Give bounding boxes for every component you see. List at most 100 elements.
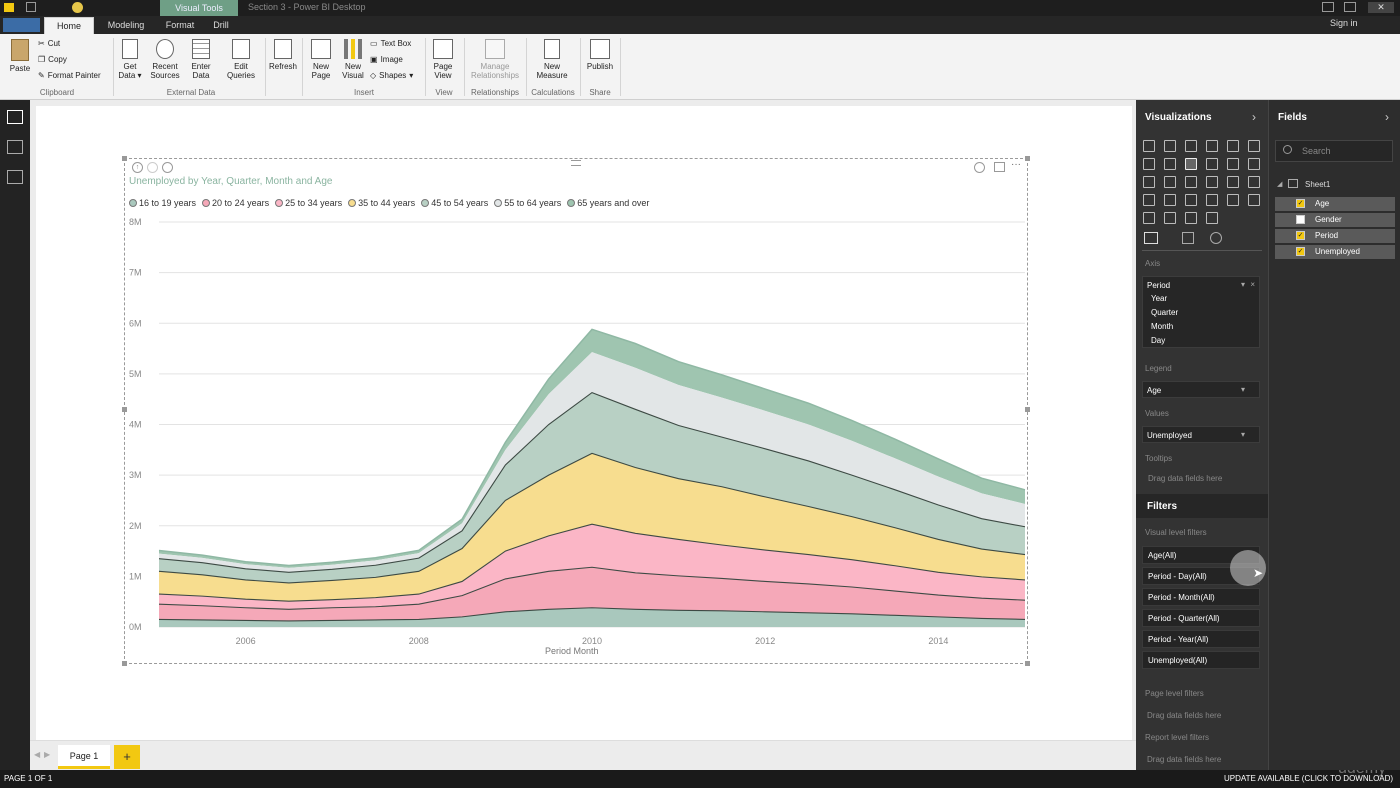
resize-handle[interactable] <box>1025 407 1030 412</box>
new-visual-button[interactable]: New Visual <box>338 39 368 80</box>
resize-handle[interactable] <box>122 661 127 666</box>
visual-type-icon[interactable] <box>1185 176 1197 188</box>
visual-type-icon[interactable] <box>1248 140 1260 152</box>
more-options-icon[interactable]: ··· <box>1011 159 1021 170</box>
visual-type-icon[interactable] <box>1185 194 1197 206</box>
axis-subitem[interactable]: Quarter <box>1151 308 1179 317</box>
legend-item[interactable]: 65 years and over <box>567 198 649 208</box>
chevron-down-icon[interactable]: ▾ <box>1240 385 1245 394</box>
focus-mode-icon[interactable] <box>994 162 1005 172</box>
page-nav-right-icon[interactable]: ▶ <box>44 750 51 759</box>
visual-type-icon[interactable] <box>1143 194 1155 206</box>
field-item[interactable]: ✓ Age <box>1275 197 1395 211</box>
field-item[interactable]: ✓ Unemployed <box>1275 245 1395 259</box>
report-view-icon[interactable] <box>7 110 23 124</box>
visual-type-icon[interactable] <box>1164 194 1176 206</box>
drill-up-icon[interactable]: ↑ <box>132 162 143 173</box>
expand-all-icon[interactable] <box>162 162 173 173</box>
recent-sources-button[interactable]: Recent Sources <box>146 39 184 80</box>
field-item[interactable]: ✓ Period <box>1275 229 1395 243</box>
visual-type-icon[interactable] <box>1248 194 1260 206</box>
field-checkbox[interactable]: ✓ <box>1296 231 1305 240</box>
visual-type-icon[interactable] <box>1206 140 1218 152</box>
save-icon[interactable] <box>26 2 36 12</box>
visual-type-icon[interactable] <box>1143 158 1155 170</box>
page-tab[interactable]: Page 1 <box>58 745 110 769</box>
text-box-button[interactable]: ▭ Text Box <box>370 39 411 48</box>
copy-button[interactable]: ❐ Copy <box>38 55 67 64</box>
new-measure-button[interactable]: New Measure <box>530 39 574 80</box>
tab-modeling[interactable]: Modeling <box>107 20 145 30</box>
resize-handle[interactable] <box>122 156 127 161</box>
expand-triangle-icon[interactable]: ◢ <box>1277 181 1283 188</box>
visual-type-icon[interactable] <box>1143 140 1155 152</box>
page-filter-drop-zone[interactable]: Drag data fields here <box>1147 711 1222 720</box>
resize-handle[interactable] <box>1025 156 1030 161</box>
analytics-icon[interactable] <box>1210 232 1222 244</box>
tab-format[interactable]: Format <box>165 20 195 30</box>
axis-subitem[interactable]: Year <box>1151 294 1168 303</box>
get-data-button[interactable]: Get Data ▾ <box>117 39 143 80</box>
publish-button[interactable]: Publish <box>584 39 616 71</box>
resize-handle[interactable] <box>1025 661 1030 666</box>
fields-search-input[interactable]: Search <box>1275 140 1393 162</box>
fields-tab-icon[interactable] <box>1144 232 1158 244</box>
manage-relationships-button[interactable]: Manage Relationships <box>467 39 523 80</box>
visual-type-icon[interactable] <box>1164 158 1176 170</box>
legend-item[interactable]: 45 to 54 years <box>421 198 488 208</box>
filter-card[interactable]: Unemployed(All) <box>1142 651 1260 669</box>
close-icon[interactable]: ✕ <box>1368 2 1394 13</box>
visual-type-icon[interactable] <box>1248 158 1260 170</box>
format-roller-icon[interactable] <box>1182 232 1194 244</box>
field-item[interactable]: Gender <box>1275 213 1395 227</box>
report-filter-drop-zone[interactable]: Drag data fields here <box>1147 755 1222 764</box>
table-name[interactable]: Sheet1 <box>1305 180 1331 189</box>
values-well[interactable]: Unemployed ▾ <box>1142 426 1260 443</box>
tab-home[interactable]: Home <box>44 17 94 34</box>
axis-well[interactable]: Period ▾ × <box>1142 276 1260 348</box>
cut-button[interactable]: ✂ Cut <box>38 39 60 48</box>
axis-subitem[interactable]: Day <box>1151 336 1166 345</box>
chevron-down-icon[interactable]: ▾ <box>1240 430 1245 439</box>
visual-type-icon[interactable] <box>1164 140 1176 152</box>
filter-card[interactable]: Period - Year(All) <box>1142 630 1260 648</box>
drag-grip-icon[interactable] <box>571 160 581 166</box>
visual-type-icon[interactable] <box>1227 140 1239 152</box>
add-page-icon[interactable]: + <box>114 745 140 769</box>
smiley-icon[interactable] <box>72 2 83 13</box>
visual-type-icon[interactable] <box>1164 176 1176 188</box>
legend-item[interactable]: 55 to 64 years <box>494 198 561 208</box>
update-link[interactable]: UPDATE AVAILABLE (CLICK TO DOWNLOAD) <box>1224 774 1394 783</box>
visual-type-icon[interactable] <box>1185 158 1197 170</box>
enter-data-button[interactable]: Enter Data <box>187 39 215 80</box>
sign-in-link[interactable]: Sign in <box>1330 18 1358 28</box>
visual-type-icon[interactable] <box>1185 212 1197 224</box>
filter-card[interactable]: Age(All) <box>1142 546 1260 564</box>
visual-type-icon[interactable] <box>1164 212 1176 224</box>
visual-type-icon[interactable] <box>1143 212 1155 224</box>
field-checkbox[interactable]: ✓ <box>1296 247 1305 256</box>
visual-type-icon[interactable] <box>1206 176 1218 188</box>
field-checkbox[interactable]: ✓ <box>1296 199 1305 208</box>
image-button[interactable]: ▣ Image <box>370 55 403 64</box>
visual-type-icon[interactable] <box>1227 194 1239 206</box>
collapse-chevron-icon[interactable]: › <box>1385 110 1389 124</box>
field-checkbox[interactable] <box>1296 215 1305 224</box>
collapse-chevron-icon[interactable]: › <box>1252 110 1256 124</box>
chevron-down-icon[interactable]: ▾ <box>1240 280 1245 289</box>
tab-drill[interactable]: Drill <box>213 20 229 30</box>
new-page-button[interactable]: New Page <box>305 39 337 80</box>
visual-type-icon[interactable] <box>1143 176 1155 188</box>
minimize-icon[interactable] <box>1322 2 1334 12</box>
tooltips-drop-zone[interactable]: Drag data fields here <box>1148 474 1223 483</box>
page-view-button[interactable]: Page View <box>428 39 458 80</box>
page-nav-left-icon[interactable]: ◀ <box>34 750 41 759</box>
remove-icon[interactable]: × <box>1250 280 1255 289</box>
legend-item[interactable]: 20 to 24 years <box>202 198 269 208</box>
visual-type-icon[interactable] <box>1227 158 1239 170</box>
axis-subitem[interactable]: Month <box>1151 322 1174 331</box>
legend-item[interactable]: 35 to 44 years <box>348 198 415 208</box>
relationships-view-icon[interactable] <box>7 170 23 184</box>
filter-card[interactable]: Period - Month(All) <box>1142 588 1260 606</box>
paste-button[interactable]: Paste <box>6 39 34 73</box>
